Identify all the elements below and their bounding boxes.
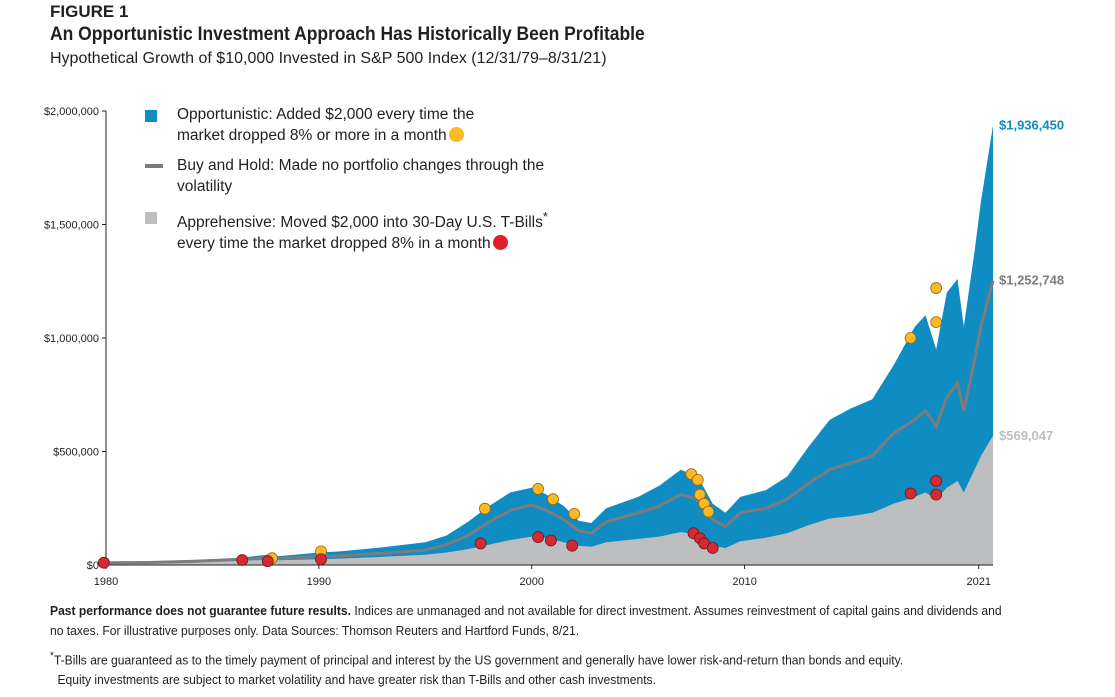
x-tick-label: 1980 [94, 576, 118, 588]
marker-apprehensive [930, 475, 943, 487]
marker-opportunistic [478, 502, 491, 515]
legend-swatch-opportunistic [145, 110, 157, 122]
marker-apprehensive [261, 555, 274, 568]
marker-opportunistic [702, 505, 715, 518]
legend-text-buyhold-1: Buy and Hold: Made no portfolio changes … [177, 157, 545, 174]
legend-item-apprehensive: Apprehensive: Moved $2,000 into 30-Day U… [145, 206, 615, 254]
footnote: *T-Bills are guaranteed as to the timely… [50, 646, 1017, 670]
legend-item-opportunistic: Opportunistic: Added $2,000 every time t… [145, 104, 615, 146]
marker-opportunistic [904, 332, 917, 344]
footnote-line-1: T-Bills are guaranteed as to the timely … [53, 652, 904, 668]
legend-swatch-buyhold [145, 164, 163, 168]
disclaimer: Past performance does not guarantee futu… [50, 601, 1017, 641]
marker-apprehensive [474, 537, 487, 550]
disclaimer-bold: Past performance does not guarantee futu… [50, 603, 351, 618]
footnote-mark: * [50, 650, 54, 662]
line-buy-and-hold [105, 280, 995, 565]
marker-apprehensive [930, 488, 943, 501]
legend-text-opportunistic-1: Opportunistic: Added $2,000 every time t… [177, 106, 475, 123]
legend-text-opportunistic-2-wrap: market dropped 8% or more in a month [177, 125, 615, 146]
footnote-line-2: Equity investments are subject to market… [57, 672, 656, 688]
marker-opportunistic [568, 508, 581, 520]
end-value-label: $569,047 [999, 428, 1053, 443]
legend-text-apprehensive-1-wrap: Apprehensive: Moved $2,000 into 30-Day U… [177, 206, 615, 233]
legend-text-apprehensive-2: every time the market dropped 8% in a mo… [177, 235, 491, 253]
legend-text-apprehensive-1: Apprehensive: Moved $2,000 into 30-Day U… [177, 214, 543, 232]
legend-text-buyhold-2: volatility [177, 178, 233, 195]
legend: Opportunistic: Added $2,000 every time t… [145, 104, 615, 263]
x-tick-label: 2000 [519, 576, 543, 588]
x-tick-label: 2021 [966, 576, 990, 588]
end-value-label: $1,936,450 [999, 117, 1064, 132]
marker-apprehensive [904, 487, 917, 500]
marker-opportunistic [691, 473, 704, 486]
y-tick-label: $1,000,000 [44, 333, 99, 345]
legend-text-apprehensive-2-wrap: every time the market dropped 8% in a mo… [177, 233, 615, 254]
marker-opportunistic [930, 282, 943, 294]
marker-apprehensive [315, 553, 327, 566]
chart-subtitle: Hypothetical Growth of $10,000 Invested … [50, 50, 607, 67]
marker-apprehensive [544, 534, 557, 547]
y-tick-label: $500,000 [53, 447, 99, 459]
disclaimer-text: Indices are unmanaged and not available … [50, 603, 1002, 638]
marker-opportunistic [532, 483, 545, 495]
legend-item-buyhold: Buy and Hold: Made no portfolio changes … [145, 155, 615, 197]
yellow-circle-icon [448, 127, 464, 142]
legend-text-opportunistic-2: market dropped 8% or more in a month [177, 127, 447, 144]
marker-apprehensive [97, 556, 110, 569]
footer-notes: Past performance does not guarantee futu… [50, 601, 1017, 690]
marker-apprehensive [706, 542, 719, 554]
marker-opportunistic [547, 493, 559, 506]
y-tick-label: $1,500,000 [44, 220, 99, 232]
legend-swatch-apprehensive [145, 212, 157, 224]
marker-apprehensive [566, 539, 579, 552]
x-tick-label: 1990 [307, 576, 331, 588]
marker-apprehensive [236, 554, 249, 566]
red-circle-icon [492, 235, 508, 251]
y-tick-label: $2,000,000 [44, 106, 99, 118]
chart-title: An Opportunistic Investment Approach Has… [50, 24, 645, 45]
marker-opportunistic [930, 316, 943, 329]
x-tick-label: 2010 [732, 576, 756, 588]
legend-footnote-mark: * [542, 209, 548, 224]
y-tick-label: $0 [87, 560, 99, 572]
marker-apprehensive [532, 531, 545, 543]
figure-label: FIGURE 1 [50, 2, 129, 21]
chart-area: $0 $500,000 $1,000,000 $1,500,000 $2,000,000… [44, 106, 1064, 588]
end-value-label: $1,252,748 [999, 273, 1064, 288]
